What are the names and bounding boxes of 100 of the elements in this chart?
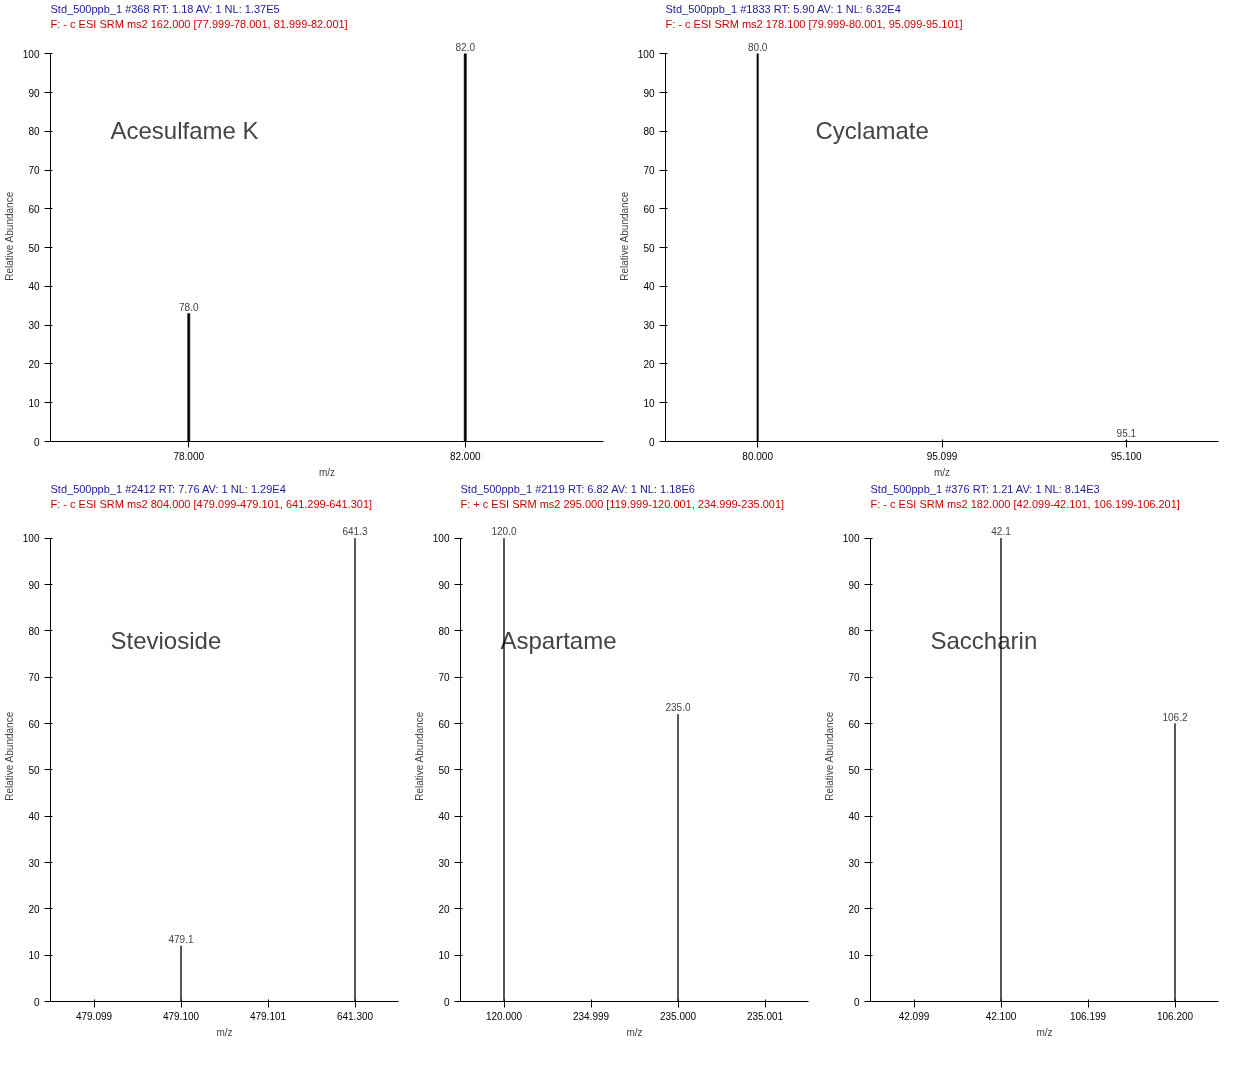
x-tick-label: 235.000 <box>659 1010 697 1022</box>
y-axis-title: Relative Abundance <box>3 191 15 281</box>
y-tick-label: 60 <box>848 718 860 730</box>
chart-subtitle: F: - c ESI SRM ms2 182.000 [42.099-42.101, 106.199-106.201] <box>870 497 1180 510</box>
x-tick-label: 106.200 <box>1156 1010 1194 1022</box>
y-axis-title: Relative Abundance <box>618 191 630 281</box>
y-tick-label: 100 <box>842 533 860 545</box>
y-tick-label: 50 <box>848 764 860 776</box>
y-tick-label: 80 <box>28 625 40 637</box>
annotation: 235.0 <box>665 702 691 714</box>
y-tick-label: 30 <box>848 857 860 869</box>
x-tick-label: 42.099 <box>898 1010 930 1022</box>
x-tick-label: 234.999 <box>572 1010 610 1022</box>
x-tick-label: 479.099 <box>75 1010 113 1022</box>
y-axis-title: Relative Abundance <box>823 711 835 801</box>
y-tick-label: 60 <box>438 718 450 730</box>
x-tick-label: 78.000 <box>173 450 205 462</box>
y-tick-label: 90 <box>28 87 40 99</box>
x-axis-title: m/z <box>626 1026 643 1038</box>
y-tick-label: 0 <box>33 996 40 1008</box>
y-tick-label: 70 <box>28 672 40 684</box>
y-tick-label: 40 <box>28 811 40 823</box>
y-axis-title: Relative Abundance <box>413 711 425 801</box>
y-tick-label: 70 <box>643 165 655 177</box>
y-tick-label: 20 <box>848 903 860 915</box>
annotation: Cyclamate <box>815 116 929 144</box>
y-tick-label: 10 <box>643 397 655 409</box>
y-tick-label: 70 <box>438 672 450 684</box>
y-axis-title: Relative Abundance <box>3 711 15 801</box>
y-tick-label: 40 <box>643 281 655 293</box>
y-tick-label: 40 <box>438 811 450 823</box>
x-tick-label: 235.001 <box>746 1010 784 1022</box>
y-tick-label: 20 <box>28 903 40 915</box>
chart-title: Std_500ppb_1 #2412 RT: 7.76 AV: 1 NL: 1.29E4 <box>50 482 286 495</box>
y-tick-label: 10 <box>28 950 40 962</box>
y-tick-label: 20 <box>438 903 450 915</box>
chart-title: Std_500ppb_1 #1833 RT: 5.90 AV: 1 NL: 6.32E4 <box>665 2 901 15</box>
y-tick-label: 30 <box>28 857 40 869</box>
x-axis-title: m/z <box>318 466 336 478</box>
x-tick-label: 106.199 <box>1069 1010 1107 1022</box>
y-tick-label: 90 <box>28 579 40 591</box>
chart-title: Std_500ppb_1 #368 RT: 1.18 AV: 1 NL: 1.37E5 <box>50 2 280 15</box>
annotation: 479.1 <box>168 933 194 945</box>
chart-subtitle: F: - c ESI SRM ms2 178.100 [79.999-80.001, 95.099-95.101] <box>665 17 963 30</box>
annotation: 641.3 <box>342 526 368 538</box>
y-tick-label: 20 <box>28 358 40 370</box>
y-tick-label: 50 <box>643 242 655 254</box>
y-tick-label: 80 <box>28 126 40 138</box>
y-tick-label: 70 <box>848 672 860 684</box>
y-tick-label: 100 <box>22 533 40 545</box>
x-tick-label: 95.100 <box>1111 450 1143 462</box>
y-tick-label: 60 <box>643 203 655 215</box>
y-tick-label: 100 <box>432 533 450 545</box>
annotation: 82.0 <box>455 41 476 53</box>
chart-subtitle: F: - c ESI SRM ms2 804.000 [479.099-479.101, 641.299-641.301] <box>50 497 373 510</box>
y-tick-label: 80 <box>438 625 450 637</box>
annotation: Acesulfame K <box>110 116 259 144</box>
x-tick-label: 641.300 <box>336 1010 374 1022</box>
x-axis-title: m/z <box>216 1026 233 1038</box>
x-tick-label: 479.100 <box>162 1010 200 1022</box>
y-tick-label: 80 <box>643 126 655 138</box>
annotation: 95.1 <box>1116 428 1137 440</box>
y-tick-label: 90 <box>643 87 655 99</box>
y-tick-label: 60 <box>28 718 40 730</box>
y-tick-label: 20 <box>643 358 655 370</box>
y-tick-label: 50 <box>28 242 40 254</box>
y-tick-label: 100 <box>637 48 655 60</box>
y-tick-label: 40 <box>848 811 860 823</box>
x-tick-label: 42.100 <box>985 1010 1017 1022</box>
y-tick-label: 40 <box>28 281 40 293</box>
y-tick-label: 10 <box>438 950 450 962</box>
chart-title: Std_500ppb_1 #376 RT: 1.21 AV: 1 NL: 8.14E3 <box>870 482 1100 495</box>
y-tick-label: 30 <box>28 320 40 332</box>
y-tick-label: 30 <box>438 857 450 869</box>
y-tick-label: 0 <box>443 996 450 1008</box>
y-tick-label: 0 <box>648 436 655 448</box>
x-tick-label: 479.101 <box>249 1010 287 1022</box>
x-axis-title: m/z <box>933 466 951 478</box>
x-tick-label: 82.000 <box>449 450 481 462</box>
chart-subtitle: F: + c ESI SRM ms2 295.000 [119.999-120.001, 234.999-235.001] <box>460 497 785 510</box>
y-tick-label: 80 <box>848 625 860 637</box>
annotation: 120.0 <box>491 526 517 538</box>
y-tick-label: 90 <box>848 579 860 591</box>
chart-subtitle: F: - c ESI SRM ms2 162.000 [77.999-78.001, 81.999-82.001] <box>50 17 348 30</box>
y-tick-label: 90 <box>438 579 450 591</box>
annotation: 80.0 <box>747 41 768 53</box>
y-tick-label: 100 <box>22 48 40 60</box>
y-tick-label: 0 <box>33 436 40 448</box>
annotation: 42.1 <box>991 526 1012 538</box>
y-tick-label: 10 <box>848 950 860 962</box>
y-tick-label: 10 <box>28 397 40 409</box>
x-tick-label: 95.099 <box>926 450 958 462</box>
y-tick-label: 0 <box>853 996 860 1008</box>
x-axis-title: m/z <box>1036 1026 1053 1038</box>
annotation: Stevioside <box>110 627 222 655</box>
x-tick-label: 80.000 <box>742 450 774 462</box>
chart-title: Std_500ppb_1 #2119 RT: 6.82 AV: 1 NL: 1.18E6 <box>460 482 695 495</box>
x-tick-label: 120.000 <box>485 1010 523 1022</box>
y-tick-label: 30 <box>643 320 655 332</box>
y-tick-label: 50 <box>28 764 40 776</box>
